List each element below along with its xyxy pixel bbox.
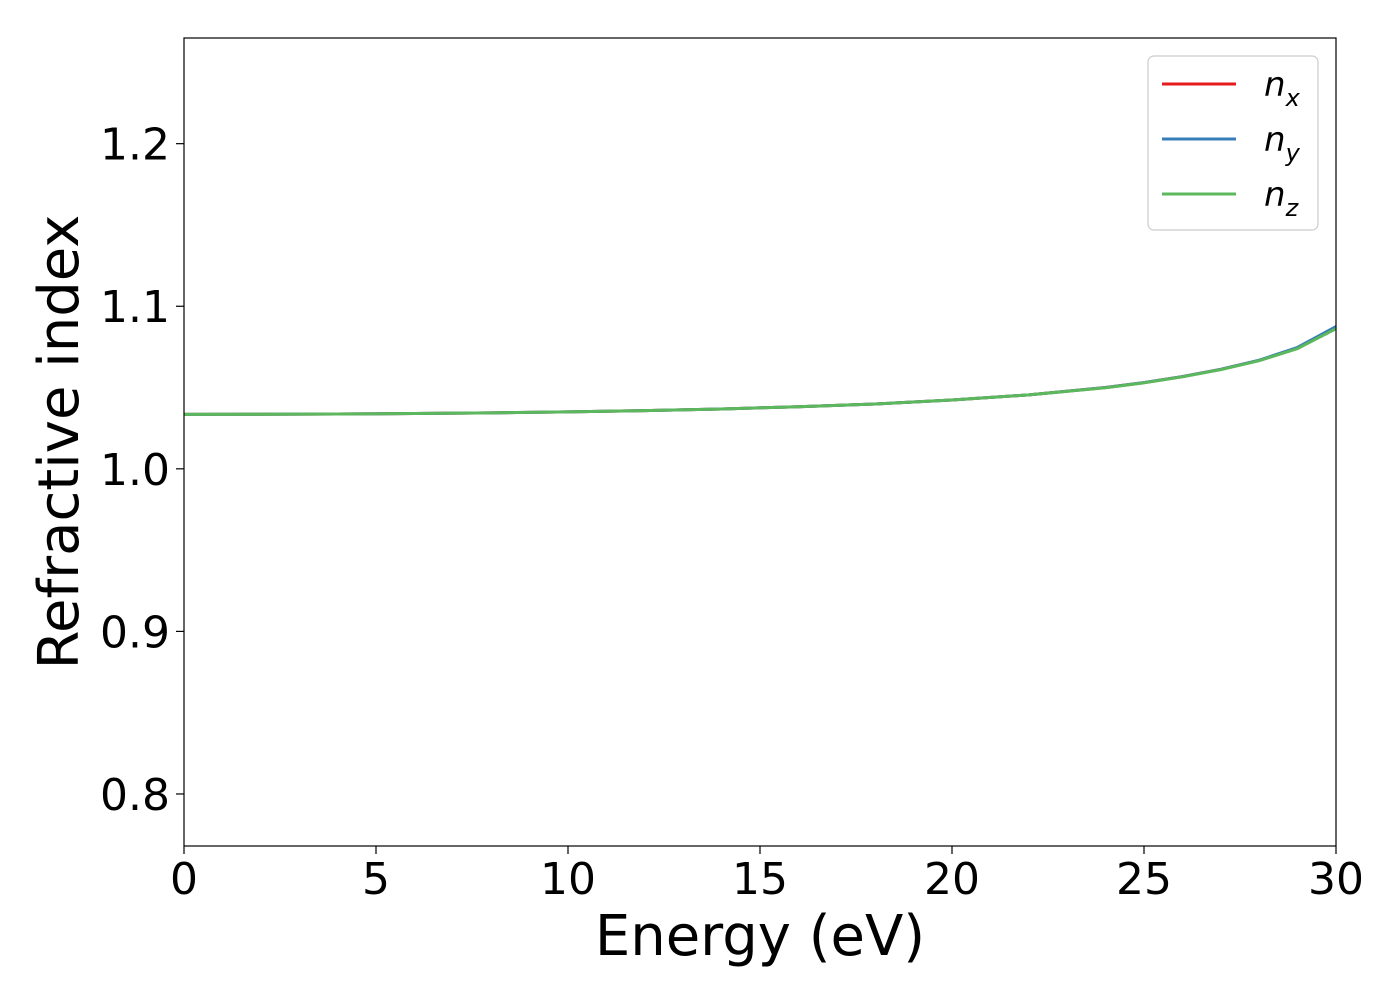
y-tick-label: 0.9 [100, 607, 170, 658]
x-axis-ticks: 0 5 10 15 20 25 30 [170, 846, 1364, 905]
series-layer [184, 325, 1336, 416]
y-tick-label: 0.8 [100, 770, 170, 821]
x-tick-label: 30 [1308, 854, 1364, 905]
legend-label-n-x: nx [1264, 65, 1301, 112]
legend: nx ny nz [1147, 55, 1319, 231]
series-line-n-x [184, 325, 1336, 416]
x-tick-label: 5 [362, 854, 390, 905]
x-tick-label: 25 [1116, 854, 1172, 905]
x-tick-label: 0 [170, 854, 198, 905]
y-axis-label: Refractive index [27, 215, 92, 670]
y-tick-label: 1.2 [100, 120, 170, 171]
legend-label-n-z: nz [1264, 175, 1300, 222]
series-line-n-y [184, 325, 1336, 416]
legend-box [1147, 55, 1319, 231]
x-tick-label: 15 [732, 854, 788, 905]
series-line-n-z [184, 327, 1336, 416]
y-tick-label: 1.0 [100, 445, 170, 496]
x-tick-label: 10 [540, 854, 596, 905]
y-tick-label: 1.1 [100, 282, 170, 333]
x-tick-label: 20 [924, 854, 980, 905]
y-axis-ticks: 0.8 0.9 1.0 1.1 1.2 [100, 120, 184, 821]
legend-label-n-y: ny [1264, 120, 1301, 167]
x-axis-label: Energy (eV) [595, 904, 925, 969]
